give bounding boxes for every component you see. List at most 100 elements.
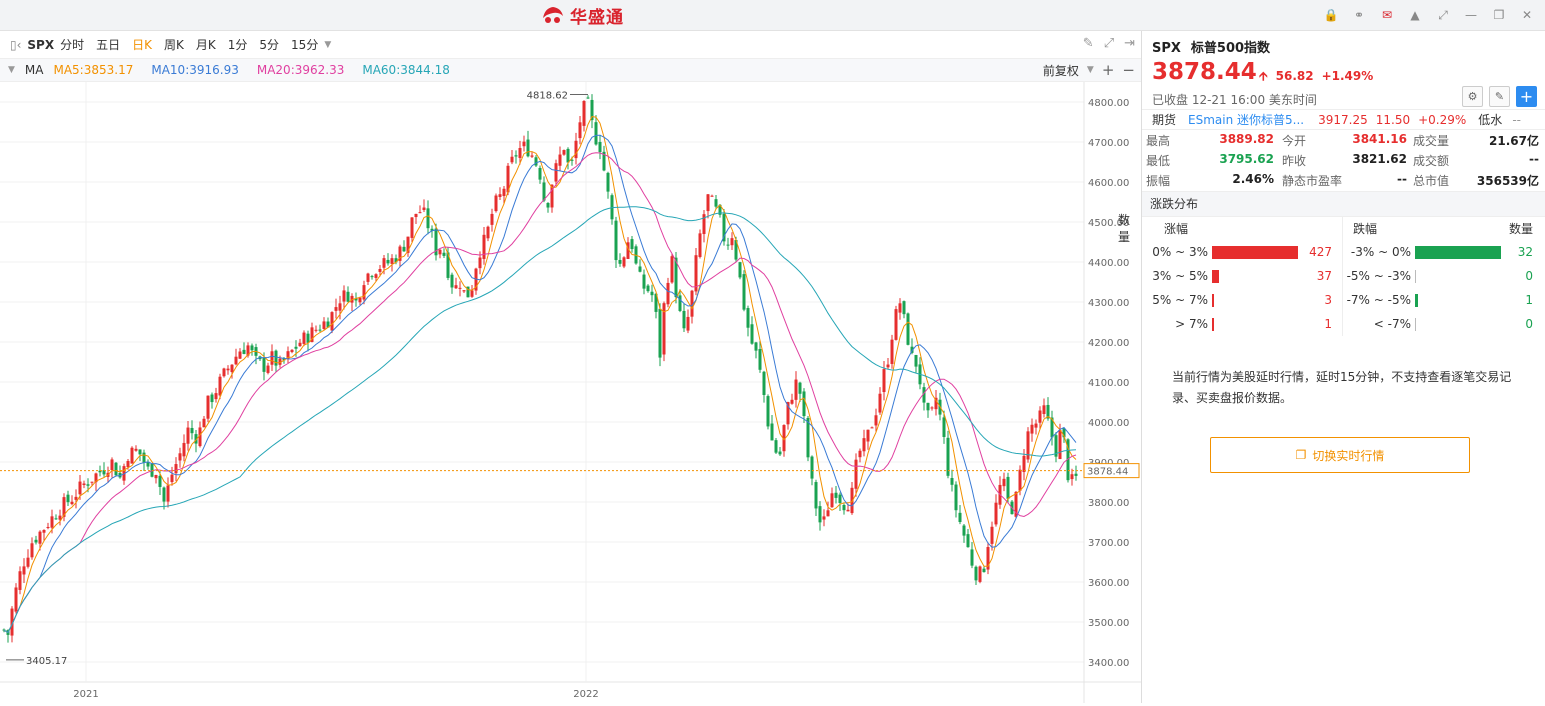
lock-icon[interactable]: 🔒 [1323, 8, 1339, 22]
candle-body [278, 358, 282, 365]
candle-body [782, 425, 786, 452]
candle-body [594, 122, 598, 145]
count-value: 37 [1316, 269, 1332, 283]
candle-body [130, 447, 134, 464]
stats-row: 最低 3795.62 昨收 3821.62 成交额 -- [1142, 150, 1545, 170]
candle-body [406, 236, 410, 253]
sidebar-toggle-icon[interactable]: ▯‹ [10, 37, 22, 52]
candle-body [850, 487, 854, 514]
candle-body [590, 99, 594, 121]
adjust-select[interactable]: 前复权 [1042, 63, 1079, 78]
candle-body [154, 475, 158, 479]
price-change: 🡩 56.82 +1.49% [1259, 67, 1381, 88]
period-tab-monthly[interactable]: 月K [195, 38, 216, 52]
candle-body [942, 417, 946, 437]
candle-body [346, 291, 350, 302]
candle-body [298, 342, 302, 347]
period-tab-5day[interactable]: 五日 [96, 38, 121, 52]
candle-body [802, 391, 806, 417]
candle-body [602, 151, 606, 171]
remove-indicator-icon[interactable]: − [1122, 61, 1135, 79]
x-tick-label: 2022 [573, 689, 598, 700]
candle-body [642, 274, 646, 289]
ma-label[interactable]: MA [24, 63, 44, 77]
candle-body [426, 208, 430, 229]
add-watchlist-icon[interactable]: + [1516, 86, 1537, 107]
range-label: 3% ~ 5% [1152, 269, 1208, 283]
candle-body [394, 258, 398, 263]
minimize-icon[interactable]: — [1465, 8, 1477, 22]
candle-body [542, 182, 546, 201]
period-tab-5min[interactable]: 5分 [259, 38, 280, 52]
kline-chart[interactable]: 4800.00 4700.00 4600.00 4500.00 4400.00 4300.… [0, 82, 1141, 703]
up-arrow-icon: 🡩 [1259, 69, 1268, 83]
candle-body [922, 387, 926, 403]
switch-realtime-button[interactable]: ❐ 切换实时行情 [1210, 437, 1470, 473]
candle-body [586, 97, 590, 99]
candle-body [206, 395, 210, 419]
candle-body [750, 324, 754, 344]
candle-body [722, 213, 726, 242]
period-tab-weekly[interactable]: 周K [164, 38, 184, 52]
last-price-box [1083, 463, 1140, 479]
distribution-row: -7% ~ -5% 1 [1343, 288, 1543, 312]
symbol-label: SPX [27, 37, 55, 52]
candle-body [354, 298, 358, 301]
candle-body [86, 484, 90, 486]
ma-dropdown-icon[interactable]: ▼ [8, 65, 15, 75]
adjust-dropdown-icon[interactable]: ▼ [1086, 65, 1094, 75]
futures-row[interactable]: 期货 ESmain 迷你标普5... 3917.25 11.50 +0.29% … [1142, 109, 1545, 130]
candle-body [554, 163, 558, 182]
candle-body [906, 313, 910, 345]
candle-body [894, 309, 898, 340]
candle-body [966, 534, 970, 548]
count-value: 0 [1525, 317, 1533, 331]
shrink-icon[interactable]: ⤢ [1438, 7, 1448, 22]
y-tick-label: 4500.00 [1088, 218, 1129, 229]
restore-icon[interactable]: ❐ [1493, 8, 1505, 22]
fullscreen-icon[interactable]: ⤢ [1103, 36, 1115, 51]
candle-body [442, 252, 446, 256]
alert-bell-icon[interactable]: ⚙ [1462, 86, 1483, 107]
y-tick-label: 4800.00 [1088, 98, 1129, 109]
period-tab-1min[interactable]: 1分 [227, 38, 248, 52]
candle-body [74, 496, 78, 500]
candle-body [450, 274, 454, 288]
candle-body [786, 402, 790, 425]
candle-body [330, 312, 334, 331]
candle-body [946, 437, 950, 476]
headset-icon[interactable]: ⚭ [1353, 8, 1365, 22]
candle-body [814, 482, 818, 509]
shirt-icon[interactable]: ▲ [1410, 8, 1420, 22]
draw-pen-icon[interactable]: ✎ [1082, 36, 1094, 51]
period-tab-15min[interactable]: 15分 [291, 38, 319, 52]
mail-icon[interactable]: ✉ [1381, 8, 1393, 22]
stats-row: 最高 3889.82 今开 3841.16 成交量 21.67亿 [1142, 130, 1545, 150]
candle-body [162, 487, 166, 502]
candle-body [830, 493, 834, 508]
candle-body [186, 427, 190, 444]
y-tick-label: 3400.00 [1088, 658, 1129, 669]
edit-note-icon[interactable]: ✎ [1489, 86, 1510, 107]
candle-body [310, 327, 314, 342]
add-indicator-icon[interactable]: + [1101, 61, 1115, 79]
candle-body [614, 220, 618, 261]
candle-body [694, 255, 698, 292]
kline-chart-svg: 4800.00 4700.00 4600.00 4500.00 4400.00 4300.… [0, 82, 1141, 703]
candle-body [182, 442, 186, 457]
period-tab-daily[interactable]: 日K [132, 38, 153, 52]
collapse-panel-icon[interactable]: ⇥ [1124, 36, 1135, 51]
candle-body [550, 184, 554, 208]
candle-body [698, 233, 702, 257]
candle-body [238, 351, 242, 359]
candle-body [822, 516, 826, 520]
period-dropdown-icon[interactable]: ▼ [324, 39, 332, 50]
candle-body [1074, 473, 1078, 476]
stat-cell: 成交额 -- [1413, 152, 1539, 169]
candle-body [682, 310, 686, 329]
candle-body [282, 358, 286, 361]
candle-body [570, 159, 574, 161]
close-icon[interactable]: ✕ [1521, 8, 1533, 22]
period-tab-intraday[interactable]: 分时 [60, 38, 85, 52]
candle-body [974, 566, 978, 581]
